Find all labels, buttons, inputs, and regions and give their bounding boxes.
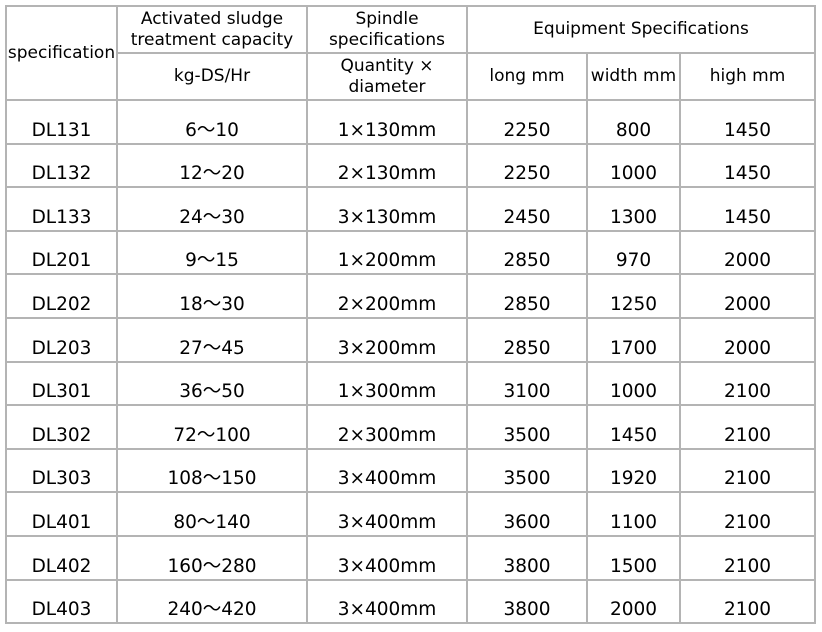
cell-long: 3500 — [466, 404, 588, 450]
cell-high: 2000 — [679, 273, 816, 319]
cell-high: 2000 — [679, 316, 816, 363]
cell-high: 2100 — [679, 578, 816, 625]
cell-model: DL403 — [5, 578, 118, 625]
header-capacity: Activated sludge treatment capacity — [116, 5, 308, 54]
cell-width: 1450 — [586, 404, 681, 450]
cell-capacity: 80～140 — [116, 491, 308, 537]
table-row: DL131 6～10 1×130mm 2250 800 1450 — [5, 99, 816, 145]
cell-long: 2450 — [466, 186, 588, 232]
header-equipment: Equipment Specifications — [466, 5, 816, 54]
table-row: DL303 108～150 3×400mm 3500 1920 2100 — [5, 447, 816, 494]
header-specification: specification — [5, 5, 118, 101]
cell-capacity: 27～45 — [116, 316, 308, 363]
header-row-2: kg-DS/Hr Quantity × diameter long mm wid… — [6, 52, 816, 101]
cell-spindle: 1×200mm — [306, 229, 468, 276]
cell-spindle: 3×130mm — [306, 186, 468, 232]
table-row: DL302 72～100 2×300mm 3500 1450 2100 — [5, 404, 816, 450]
cell-capacity: 72～100 — [116, 404, 308, 450]
cell-width: 1000 — [586, 142, 681, 189]
cell-model: DL402 — [5, 534, 118, 581]
header-row-1: specification Activated sludge treatment… — [5, 5, 816, 101]
cell-capacity: 108～150 — [116, 447, 308, 494]
cell-spindle: 3×400mm — [306, 578, 468, 625]
cell-spindle: 1×130mm — [306, 99, 468, 145]
cell-model: DL401 — [5, 491, 118, 537]
cell-model: DL133 — [5, 186, 118, 232]
cell-width: 2000 — [586, 578, 681, 625]
cell-long: 3800 — [466, 534, 588, 581]
table-row: DL301 36～50 1×300mm 3100 1000 2100 — [5, 360, 816, 407]
specification-table: specification Activated sludge treatment… — [5, 5, 816, 625]
header-high: high mm — [679, 52, 816, 101]
cell-capacity: 160～280 — [116, 534, 308, 581]
table-row: DL203 27～45 3×200mm 2850 1700 2000 — [5, 316, 816, 363]
cell-spindle: 2×130mm — [306, 142, 468, 189]
cell-spindle: 2×300mm — [306, 404, 468, 450]
cell-high: 2100 — [679, 360, 816, 407]
cell-long: 3500 — [466, 447, 588, 494]
cell-spindle: 1×300mm — [306, 360, 468, 407]
cell-spindle: 3×400mm — [306, 534, 468, 581]
table-row: DL133 24～30 3×130mm 2450 1300 1450 — [5, 186, 816, 232]
cell-capacity: 36～50 — [116, 360, 308, 407]
cell-spindle: 2×200mm — [306, 273, 468, 319]
cell-capacity: 240～420 — [116, 578, 308, 625]
cell-spindle: 3×200mm — [306, 316, 468, 363]
table-row: DL202 18～30 2×200mm 2850 1250 2000 — [5, 273, 816, 319]
cell-model: DL302 — [5, 404, 118, 450]
header-capacity-unit: kg-DS/Hr — [116, 52, 308, 101]
cell-capacity: 18～30 — [116, 273, 308, 319]
cell-long: 3600 — [466, 491, 588, 537]
header-spindle-unit: Quantity × diameter — [306, 52, 468, 101]
cell-spindle: 3×400mm — [306, 447, 468, 494]
cell-long: 2250 — [466, 99, 588, 145]
header-spindle: Spindle specifications — [306, 5, 468, 54]
cell-high: 2100 — [679, 447, 816, 494]
header-width: width mm — [586, 52, 681, 101]
cell-width: 800 — [586, 99, 681, 145]
table-row: DL401 80～140 3×400mm 3600 1100 2100 — [5, 491, 816, 537]
cell-high: 1450 — [679, 142, 816, 189]
cell-high: 2100 — [679, 404, 816, 450]
table-row: DL132 12～20 2×130mm 2250 1000 1450 — [5, 142, 816, 189]
cell-capacity: 24～30 — [116, 186, 308, 232]
cell-long: 2850 — [466, 316, 588, 363]
cell-model: DL202 — [5, 273, 118, 319]
table-row: DL402 160～280 3×400mm 3800 1500 2100 — [5, 534, 816, 581]
cell-width: 970 — [586, 229, 681, 276]
cell-long: 2850 — [466, 229, 588, 276]
cell-high: 1450 — [679, 99, 816, 145]
cell-capacity: 9～15 — [116, 229, 308, 276]
cell-high: 2100 — [679, 491, 816, 537]
cell-width: 1000 — [586, 360, 681, 407]
cell-model: DL303 — [5, 447, 118, 494]
cell-model: DL132 — [5, 142, 118, 189]
table-row: DL403 240～420 3×400mm 3800 2000 2100 — [5, 578, 816, 625]
cell-spindle: 3×400mm — [306, 491, 468, 537]
cell-high: 2000 — [679, 229, 816, 276]
cell-model: DL201 — [5, 229, 118, 276]
cell-model: DL203 — [5, 316, 118, 363]
cell-width: 1920 — [586, 447, 681, 494]
cell-long: 3800 — [466, 578, 588, 625]
cell-width: 1700 — [586, 316, 681, 363]
cell-width: 1300 — [586, 186, 681, 232]
cell-width: 1500 — [586, 534, 681, 581]
cell-capacity: 12～20 — [116, 142, 308, 189]
cell-high: 2100 — [679, 534, 816, 581]
cell-width: 1250 — [586, 273, 681, 319]
cell-model: DL131 — [5, 99, 118, 145]
cell-high: 1450 — [679, 186, 816, 232]
cell-width: 1100 — [586, 491, 681, 537]
table-row: DL201 9～15 1×200mm 2850 970 2000 — [5, 229, 816, 276]
cell-model: DL301 — [5, 360, 118, 407]
cell-long: 2850 — [466, 273, 588, 319]
cell-long: 3100 — [466, 360, 588, 407]
cell-capacity: 6～10 — [116, 99, 308, 145]
header-long: long mm — [466, 52, 588, 101]
cell-long: 2250 — [466, 142, 588, 189]
